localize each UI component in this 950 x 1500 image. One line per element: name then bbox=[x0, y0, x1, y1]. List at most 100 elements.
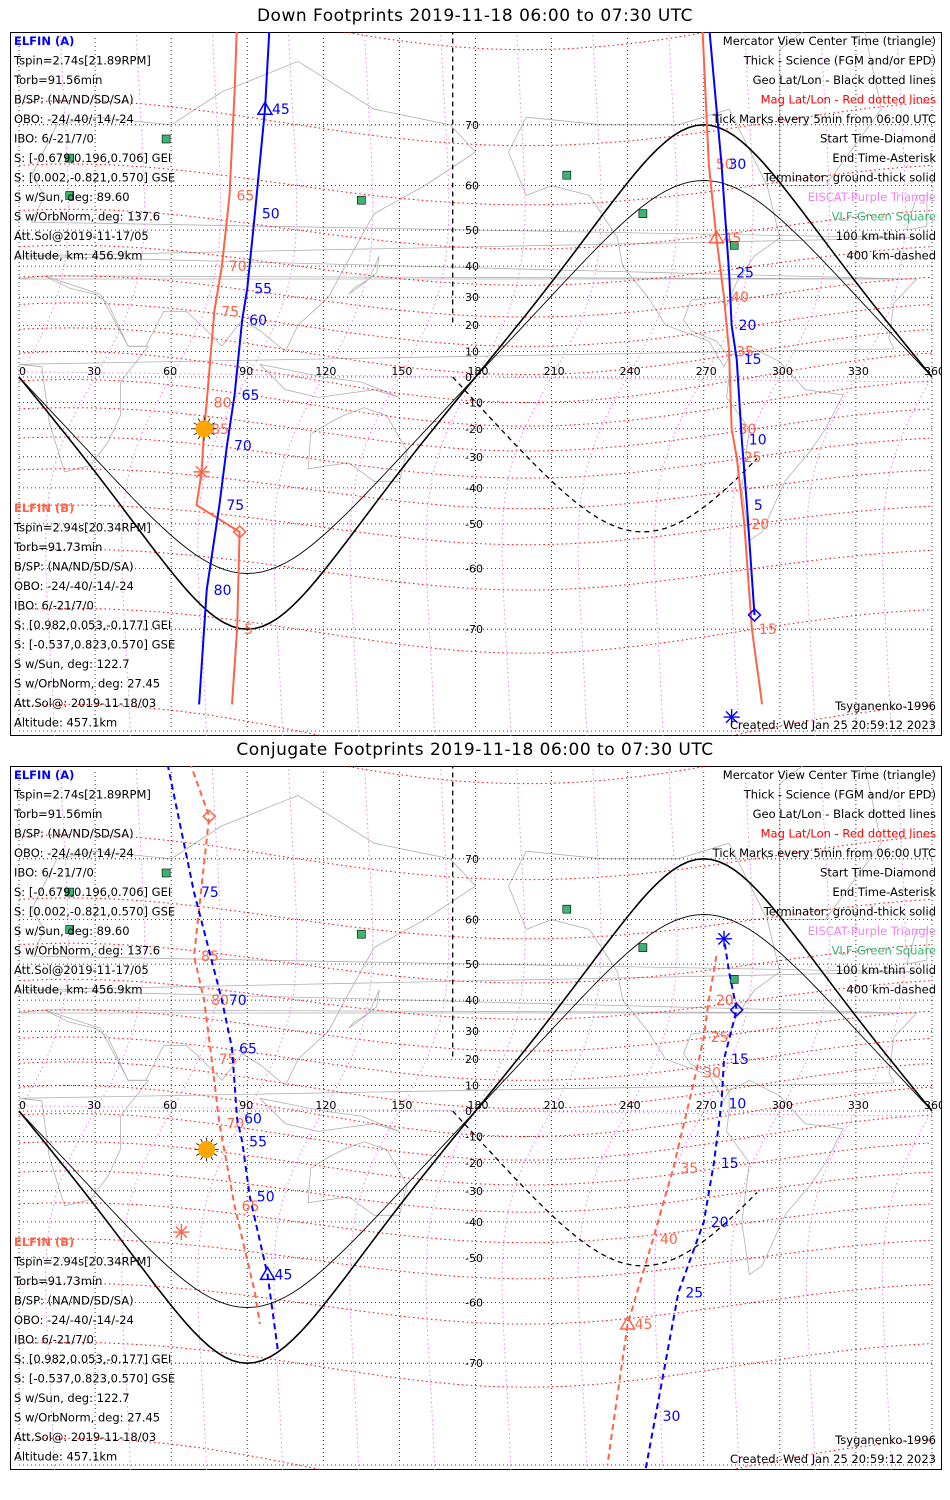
triangle-marker bbox=[619, 1315, 636, 1330]
sun-icon bbox=[198, 1140, 216, 1158]
elfin-a-info-line: B/SP: (NA/ND/SD/SA) bbox=[14, 93, 134, 107]
elfin-b-info-line: S w/OrbNorm, deg: 27.45 bbox=[14, 1411, 160, 1425]
elfin-b-track-label: 85 bbox=[201, 949, 219, 965]
elfin-b-track-label: 65 bbox=[236, 188, 254, 204]
elfin-b-track-label: 85 bbox=[211, 422, 229, 438]
elfin-a-info-line: S: [0.002,-0.821,0.570] GSE bbox=[14, 171, 175, 185]
sun-ray bbox=[193, 422, 198, 426]
latitude-tick-label: -60 bbox=[465, 1296, 483, 1309]
latitude-tick-label: -10 bbox=[465, 1130, 483, 1143]
elfin-b-info-line: Altitude: 457.1km bbox=[14, 1450, 117, 1464]
elfin-a-info-line: S: [-0.679,0.196,0.706] GEI bbox=[14, 151, 171, 165]
longitude-tick-label: 60 bbox=[163, 1099, 177, 1112]
latitude-tick-label: -50 bbox=[465, 1252, 483, 1265]
elfin-b-info-line: Tspin=2.94s[20.34RPM] bbox=[13, 1255, 151, 1269]
mag-meridian bbox=[197, 766, 298, 1470]
vlf-square bbox=[562, 904, 572, 914]
sun-ray bbox=[210, 422, 215, 426]
created-timestamp: Created: Wed Jan 25 20:59:12 2023 bbox=[730, 718, 936, 732]
sun-ray bbox=[213, 1153, 218, 1156]
elfin-b-track-label: 30 bbox=[739, 422, 757, 438]
mag-meridian bbox=[501, 766, 602, 1470]
elfin-b-track-label: 40 bbox=[660, 1232, 678, 1248]
elfin-b-track-label: 65 bbox=[242, 1199, 260, 1215]
elfin-b-track bbox=[606, 955, 718, 1466]
elfin-a-track bbox=[166, 766, 279, 1350]
elfin-b-track-label: 20 bbox=[716, 993, 734, 1009]
elfin-b-info-line: OBO: -24/-40/-14/-24 bbox=[14, 579, 134, 593]
latitude-tick-label: 10 bbox=[465, 1080, 479, 1093]
conjugate-footprints-map: 0 30 60 90 120 150 180 210 240 270 300 330 360706050… bbox=[10, 766, 942, 1470]
sun-ray bbox=[200, 1156, 204, 1161]
legend-entry: Mag Lat/Lon - Red dotted lines bbox=[761, 93, 936, 107]
elfin-a-info-line: Altitude, km: 456.9km bbox=[14, 983, 142, 997]
elfin-b-track-label: 80 bbox=[211, 993, 229, 1009]
map-frame bbox=[10, 32, 942, 736]
elfin-a-track-label: 65 bbox=[242, 388, 260, 404]
asterisk-marker bbox=[717, 932, 731, 945]
elfin-b-info-header: ELFIN (B) bbox=[14, 1235, 74, 1249]
vlf-square bbox=[638, 209, 648, 218]
mag-latitude-line bbox=[18, 834, 933, 881]
mag-latitude-line bbox=[18, 1061, 933, 1110]
elfin-b-track-label: 35 bbox=[680, 1161, 698, 1177]
panel-1-title: Down Footprints 2019-11-18 06:00 to 07:3… bbox=[256, 6, 694, 26]
longitude-tick-label: 330 bbox=[848, 365, 869, 378]
elfin-a-track-label: 30 bbox=[729, 157, 747, 173]
panel-2-title: Conjugate Footprints 2019-11-18 06:00 to… bbox=[236, 740, 714, 760]
elfin-b-info-line: Torb=91.73min bbox=[13, 540, 102, 554]
legend-entry: VLF-Green Square bbox=[832, 210, 936, 224]
elfin-b-info-line: Torb=91.73min bbox=[13, 1274, 102, 1288]
longitude-tick-label: 0 bbox=[19, 365, 26, 378]
elfin-a-info-line: S: [0.002,-0.821,0.570] GSE bbox=[14, 905, 175, 919]
sun-ray bbox=[207, 435, 211, 440]
elfin-b-info-line: S w/Sun, deg: 122.7 bbox=[14, 657, 130, 671]
elfin-a-track-label: 70 bbox=[229, 993, 247, 1009]
mag-meridian bbox=[577, 32, 678, 736]
legend-entry: Geo Lat/Lon - Black dotted lines bbox=[753, 73, 936, 87]
elfin-a-info-line: Torb=91.56min bbox=[13, 807, 102, 821]
longitude-tick-label: 360 bbox=[924, 1099, 942, 1112]
elfin-a-track-label: 25 bbox=[736, 266, 754, 282]
elfin-b-info-line: S: [0.982,0.053,-0.177] GEI bbox=[14, 618, 171, 632]
coastline bbox=[906, 195, 928, 231]
created-timestamp: Created: Wed Jan 25 20:59:12 2023 bbox=[730, 1452, 936, 1466]
mag-latitude-line bbox=[18, 407, 933, 452]
elfin-b-info-line: IBO: 6/-21/7/0 bbox=[14, 1333, 94, 1347]
elfin-a-info-line: S w/OrbNorm, deg: 137.6 bbox=[14, 944, 160, 958]
mag-meridian bbox=[21, 766, 930, 1470]
elfin-a-track-label: 5 bbox=[754, 498, 763, 514]
mag-latitude-line bbox=[18, 327, 933, 376]
elfin-b-info-line: S: [0.982,0.053,-0.177] GEI bbox=[14, 1352, 171, 1366]
longitude-tick-label: 210 bbox=[544, 1099, 565, 1112]
elfin-a-track-label: 15 bbox=[731, 1052, 749, 1068]
longitude-tick-label: 270 bbox=[696, 1099, 717, 1112]
elfin-a-info-line: S w/Sun, deg: 89.60 bbox=[14, 924, 130, 938]
latitude-tick-label: 70 bbox=[465, 853, 479, 866]
elfin-b-track-label: 75 bbox=[219, 1052, 237, 1068]
legend-entry: EISCAT-Purple Triangle bbox=[808, 924, 936, 938]
legend-entry: EISCAT-Purple Triangle bbox=[808, 190, 936, 204]
latitude-tick-label: -60 bbox=[465, 562, 483, 575]
latitude-tick-label: 40 bbox=[465, 994, 479, 1007]
latitude-tick-label: 0 bbox=[465, 371, 472, 384]
legend-entry: Terminator: ground-thick solid bbox=[763, 171, 936, 185]
latitude-tick-label: 0 bbox=[465, 1105, 472, 1118]
elfin-a-track-label: 60 bbox=[249, 313, 267, 329]
elfin-b-track bbox=[195, 32, 241, 705]
legend-entry: End Time-Asterisk bbox=[832, 885, 936, 899]
elfin-a-track-label: 80 bbox=[214, 583, 232, 599]
sun-ray bbox=[193, 432, 198, 436]
vlf-square bbox=[65, 887, 75, 897]
latitude-tick-label: 70 bbox=[465, 119, 479, 132]
mag-meridian bbox=[45, 766, 146, 1470]
mag-meridian bbox=[273, 32, 374, 736]
latitude-tick-label: -70 bbox=[465, 623, 483, 636]
elfin-a-track bbox=[708, 32, 756, 616]
asterisk-marker bbox=[175, 1225, 188, 1239]
elfin-a-track-label: 70 bbox=[234, 438, 252, 454]
latitude-tick-label: -30 bbox=[465, 451, 483, 464]
triangle-marker bbox=[259, 1265, 276, 1281]
coastline bbox=[348, 255, 380, 295]
latitude-tick-label: 60 bbox=[465, 180, 479, 193]
